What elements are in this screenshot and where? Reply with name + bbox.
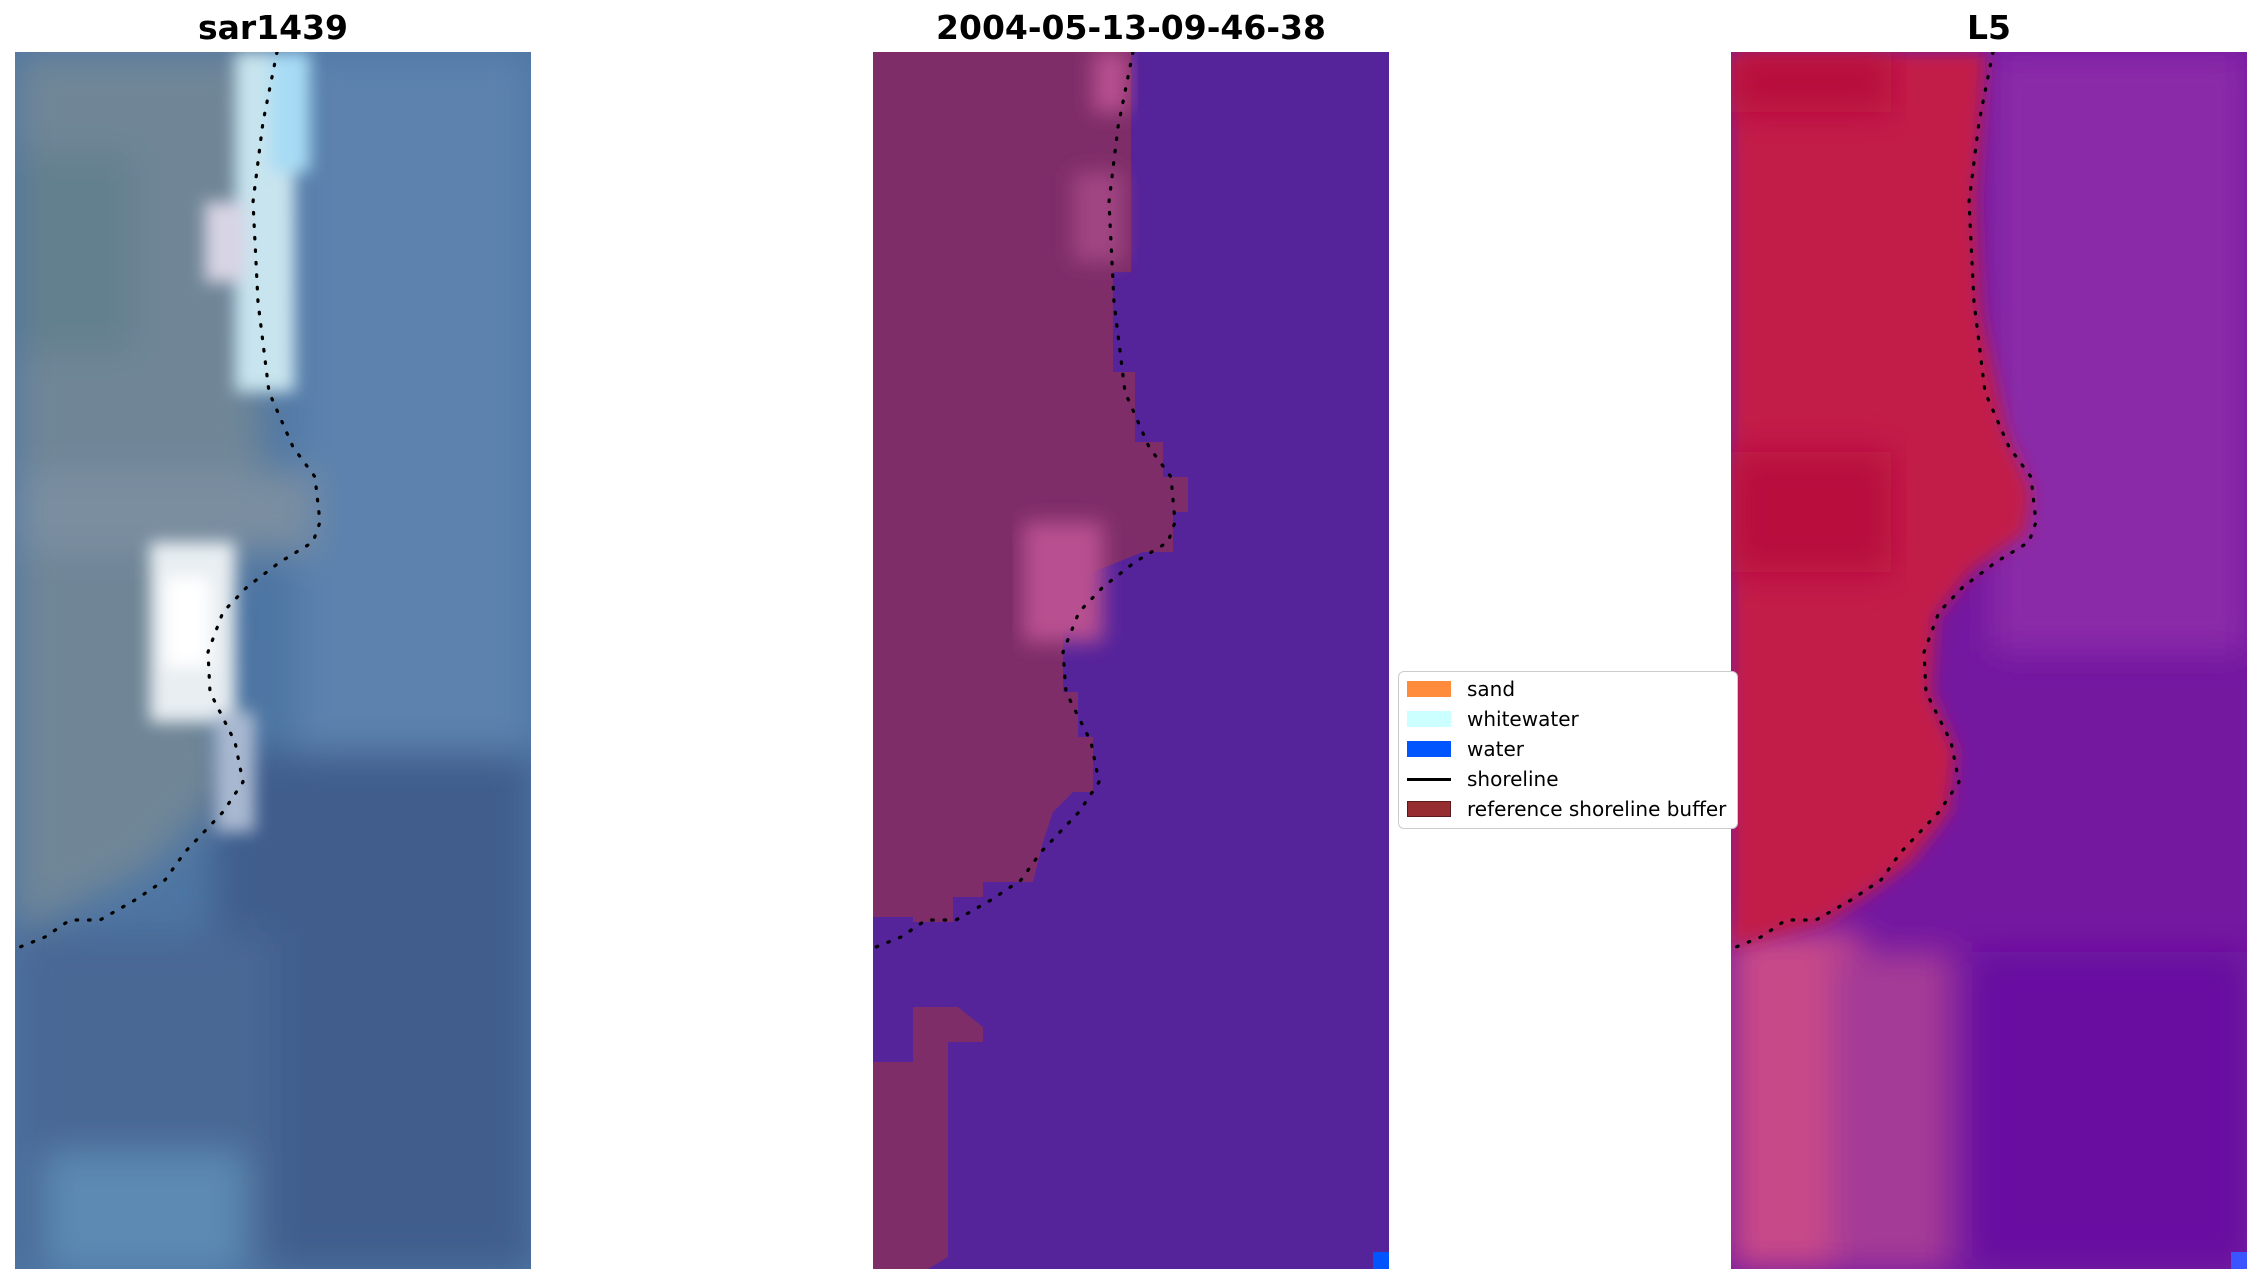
classification-image: [873, 52, 1389, 1269]
legend-line-shoreline: [1407, 777, 1451, 781]
legend-label-sand: sand: [1467, 677, 1516, 701]
rgb-image-panel: [15, 52, 531, 1269]
panel-title-index: L5: [1967, 8, 2011, 47]
legend-label-whitewater: whitewater: [1467, 707, 1579, 731]
class-land-lower: [873, 1007, 983, 1269]
legend-swatch-whitewater: [1407, 711, 1451, 727]
classification-panel: [873, 52, 1389, 1269]
index-panel: [1731, 52, 2247, 1269]
rgb-image: [15, 52, 531, 1269]
index-water-pixel: [2231, 1252, 2247, 1269]
legend-item-whitewater: whitewater: [1407, 706, 1579, 732]
legend-item-sand: sand: [1407, 676, 1515, 702]
legend: sand whitewater water shoreline referenc…: [1398, 671, 1738, 829]
class-highlight-area: [1023, 522, 1103, 642]
legend-label-reference-buffer: reference shoreline buffer: [1467, 797, 1727, 821]
legend-item-reference-buffer: reference shoreline buffer: [1407, 796, 1726, 822]
class-water-pixel: [1373, 1252, 1389, 1269]
panel-title-classification: 2004-05-13-09-46-38: [936, 8, 1326, 47]
legend-label-shoreline: shoreline: [1467, 767, 1559, 791]
legend-item-water: water: [1407, 736, 1524, 762]
shoreline-index: [1734, 52, 2038, 949]
legend-item-shoreline: shoreline: [1407, 766, 1559, 792]
legend-swatch-sand: [1407, 681, 1451, 697]
legend-swatch-water: [1407, 741, 1451, 757]
shoreline-classification: [874, 52, 1177, 949]
shoreline-rgb: [18, 52, 322, 949]
panel-title-rgb: sar1439: [197, 8, 349, 47]
class-land-area: [873, 52, 1188, 922]
index-image: [1731, 52, 2247, 1269]
legend-label-water: water: [1467, 737, 1524, 761]
legend-swatch-reference-buffer: [1407, 801, 1451, 817]
